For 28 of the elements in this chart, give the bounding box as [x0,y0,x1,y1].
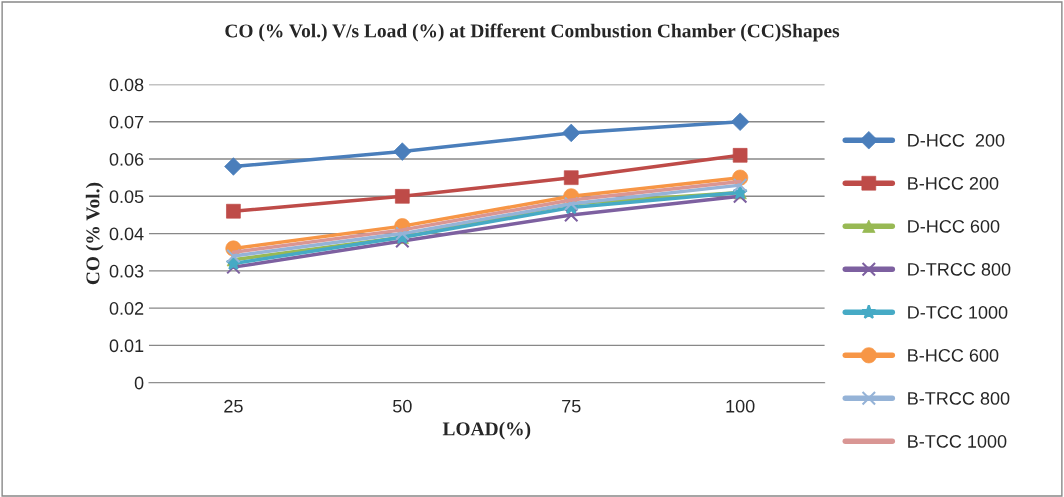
legend-label: D-HCC 200 [908,133,1005,147]
y-tick-label: 0.05 [109,190,144,204]
y-tick-label: 0.02 [109,302,144,315]
x-tick-label: 50 [393,399,412,413]
legend-label: D-TRCC 800 [908,262,1011,276]
x-tick-label: 75 [562,400,581,413]
legend-label: B-HCC 600 [908,349,999,362]
legend-label: D-TCC 1000 [908,305,1008,319]
y-axis-title: CO (% Vol.) [85,182,104,285]
y-tick-label: 0.06 [109,152,144,166]
x-tick-label: 100 [726,399,755,413]
y-tick-label: 0 [134,376,144,390]
y-tick-label: 0.03 [109,264,144,278]
legend-label: B-TCC 1000 [908,435,1007,448]
point [226,248,241,264]
y-tick-label: 0.04 [109,227,144,241]
point [563,170,579,185]
chart-title: CO (% Vol.) V/s Load (%) at Different Combustion Chamber (CC)Shapes [225,23,840,42]
y-tick-label: 0.08 [109,78,144,92]
legend-label: D-HCC 600 [908,219,1000,233]
point [732,177,748,193]
y-tick-label: 0.01 [109,339,144,353]
legend-label: B-HCC 200 [908,176,999,190]
x-axis-title: LOAD(%) [442,421,531,440]
x-tick-label: 25 [224,399,243,413]
legend-label: B-TRCC 800 [908,392,1010,405]
y-tick-label: 0.07 [109,115,144,129]
point [226,203,241,219]
